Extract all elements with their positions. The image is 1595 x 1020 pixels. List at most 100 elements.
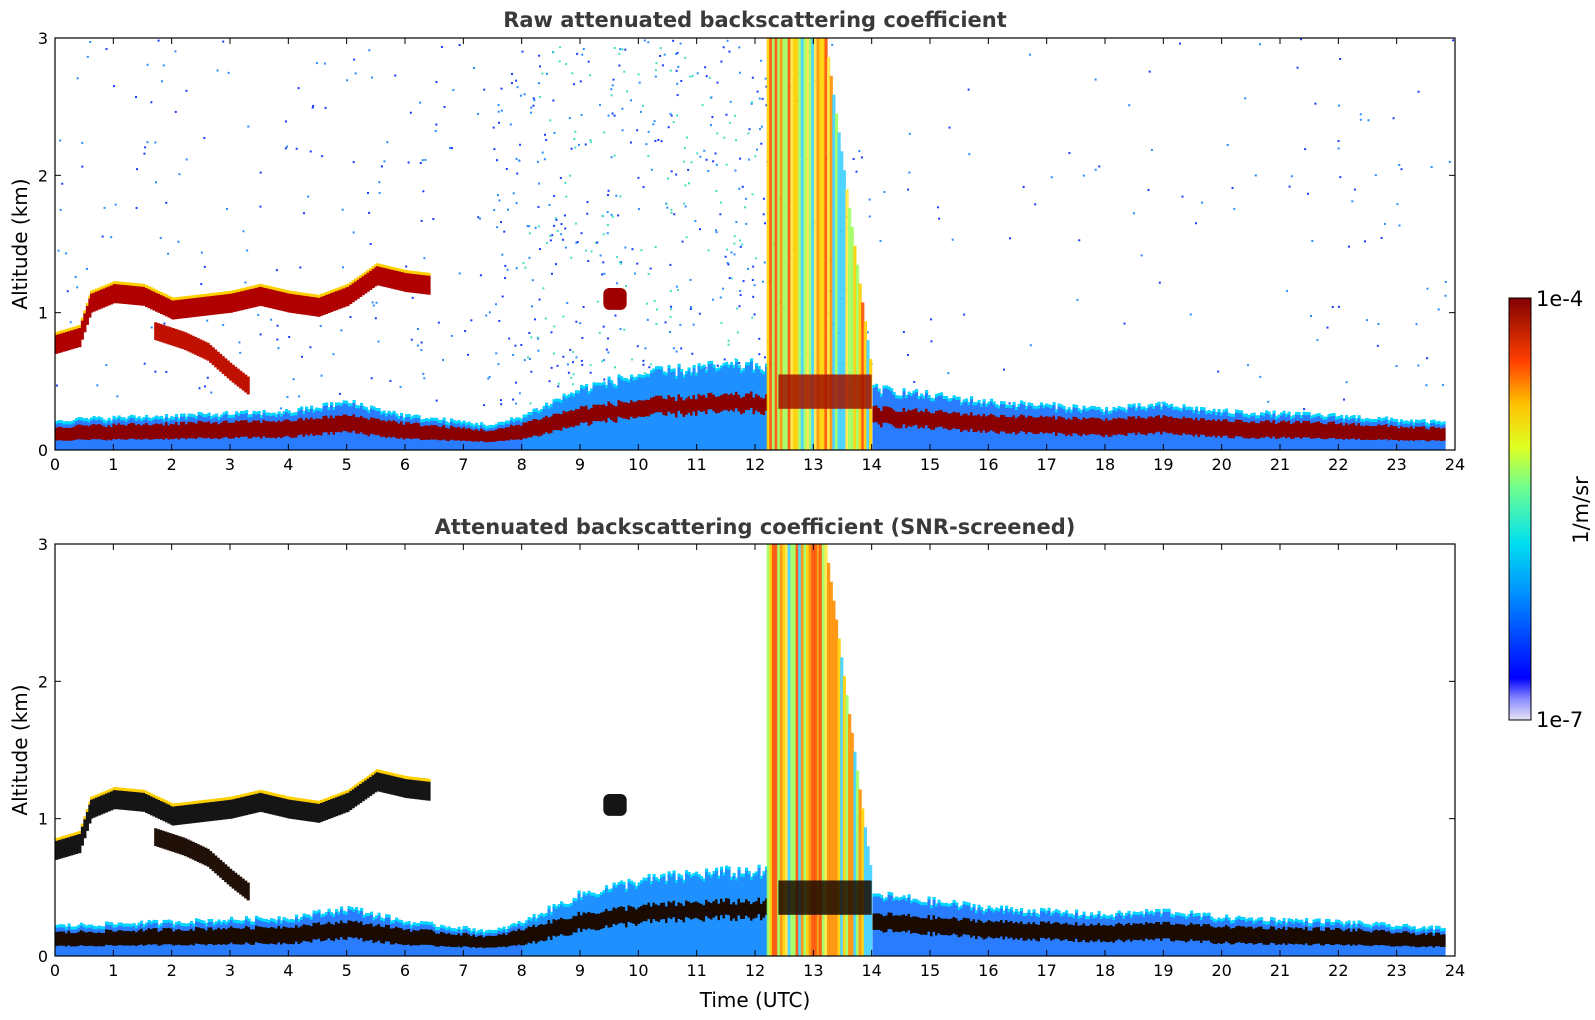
cloud-cell — [90, 799, 94, 819]
bl-core — [1412, 428, 1416, 442]
bl-edge — [302, 913, 306, 917]
cloud-edge — [259, 283, 263, 287]
noise-dot — [452, 89, 455, 92]
bl-core — [1300, 423, 1304, 439]
noise-dot — [930, 318, 933, 321]
bl-core — [1432, 426, 1436, 441]
cloud-cell — [325, 800, 329, 820]
bl-core — [732, 395, 736, 412]
bl-edge — [1102, 914, 1106, 918]
noise-dot — [528, 256, 531, 259]
bl-edge — [912, 898, 916, 902]
bl-edge — [200, 920, 204, 924]
bl-edge — [520, 922, 524, 926]
bl-core — [1202, 418, 1206, 435]
noise-dot — [720, 321, 723, 324]
bl-edge — [1422, 419, 1426, 423]
cloud-cell — [342, 288, 346, 308]
noise-dot — [762, 197, 765, 200]
cloud-edge — [276, 287, 280, 291]
cloud-edge — [125, 788, 129, 792]
cloud-cell — [130, 791, 134, 811]
bl-core — [532, 924, 536, 942]
bl-edge — [640, 880, 644, 884]
bl-edge — [235, 920, 239, 924]
bl-core — [137, 423, 141, 440]
bl-core — [1322, 424, 1326, 440]
noise-dot — [533, 99, 536, 102]
bl-edge — [882, 898, 886, 902]
bl-edge — [990, 907, 994, 911]
bl-edge — [1360, 418, 1364, 422]
bl-core — [1320, 930, 1324, 946]
noise-dot — [614, 366, 617, 369]
precip-streak — [782, 38, 786, 450]
bl-edge — [62, 924, 66, 928]
bl-edge — [377, 408, 381, 412]
bl-edge — [392, 920, 396, 924]
bl-core — [1260, 926, 1264, 943]
bl-edge — [1205, 913, 1209, 917]
bl-edge — [627, 879, 631, 883]
bl-edge — [1070, 409, 1074, 413]
bl-core — [1032, 417, 1036, 434]
bl-core — [1075, 417, 1079, 434]
bl-edge — [252, 410, 256, 414]
cloud-cell — [403, 778, 407, 798]
cloud-edge — [145, 791, 149, 795]
bl-edge — [480, 422, 484, 426]
bl-core — [1402, 427, 1406, 441]
noise-dot — [761, 280, 764, 283]
bl-core — [735, 904, 739, 922]
noise-dot — [631, 358, 634, 361]
bl-core — [392, 928, 396, 945]
bl-core — [995, 921, 999, 938]
bl-core — [202, 928, 206, 945]
noise-dot — [1380, 236, 1383, 239]
bl-core — [582, 406, 586, 424]
noise-dot — [354, 72, 357, 75]
bl-core — [172, 424, 176, 440]
noise-dot — [623, 70, 626, 73]
noise-dot — [754, 257, 757, 260]
bl-edge — [932, 897, 936, 901]
bl-edge — [85, 925, 89, 929]
bl-core — [1092, 925, 1096, 942]
noise-dot — [687, 168, 690, 171]
y-tick-label: 3 — [38, 535, 48, 554]
bl-core — [385, 924, 389, 942]
bl-edge — [1215, 919, 1219, 923]
bl-edge — [950, 903, 954, 907]
cloud-cell — [385, 774, 389, 794]
noise-dot — [1128, 104, 1131, 107]
cloud-edge — [211, 292, 215, 296]
bl-core — [760, 903, 764, 921]
bl-edge — [980, 403, 984, 407]
y-tick-label: 0 — [38, 947, 48, 966]
noise-dot — [660, 140, 663, 143]
noise-dot — [528, 332, 531, 335]
bl-core — [1327, 927, 1331, 945]
noise-dot — [135, 96, 138, 99]
bl-core — [1300, 927, 1304, 945]
noise-dot — [1076, 298, 1079, 301]
cloud-cell — [322, 801, 326, 821]
cloud-edge — [184, 296, 188, 300]
noise-dot — [692, 323, 695, 326]
bl-core — [900, 411, 904, 429]
cloud-edge — [335, 288, 339, 292]
bl-core — [680, 903, 684, 920]
noise-dot — [633, 272, 636, 275]
bl-edge — [87, 419, 91, 423]
cloud-edge — [216, 292, 220, 296]
bl-core — [1250, 421, 1254, 439]
bl-edge — [582, 385, 586, 389]
cloud-edge — [181, 296, 185, 300]
cloud-cell — [226, 293, 230, 314]
bl-edge — [727, 364, 731, 368]
cloud-cell — [237, 291, 241, 311]
bl-core — [95, 933, 99, 947]
cloud-cell — [390, 775, 394, 795]
cloud-edge — [155, 289, 159, 293]
bl-core — [567, 919, 571, 936]
